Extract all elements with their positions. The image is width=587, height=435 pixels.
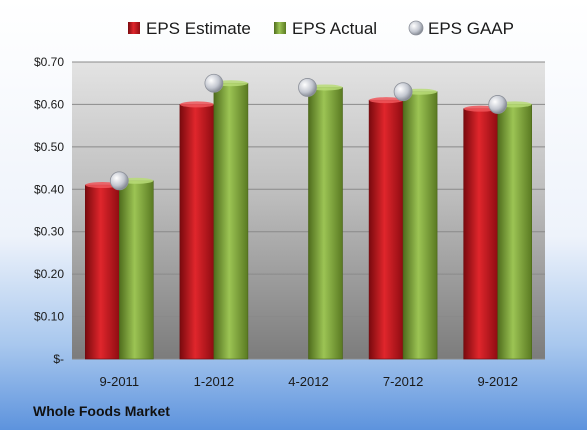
bar-eps-actual-9-2012 [497,104,533,360]
y-tick-label: $0.60 [34,97,64,111]
bar-eps-estimate-9-2011 [85,184,120,360]
x-tick-label: 1-2012 [194,374,234,389]
legend-item-eps-gaap: EPS GAAP [408,19,514,38]
bar-top-eps-estimate-1-2012 [179,101,214,108]
bar-eps-actual-1-2012 [213,82,249,360]
y-tick-label: $0.50 [34,140,64,154]
company-label: Whole Foods Market [33,403,170,419]
x-tick-label: 7-2012 [383,374,423,389]
x-tick-label: 9-2012 [477,374,517,389]
bar-eps-estimate-1-2012 [179,104,215,360]
y-tick-label: $0.30 [34,225,64,239]
legend-swatch-eps-gaap [408,20,424,36]
legend-label-eps-gaap: EPS GAAP [428,19,514,38]
legend-item-eps-actual: EPS Actual [274,19,377,38]
legend-label-eps-actual: EPS Actual [292,19,377,38]
marker-eps-gaap-9-2012 [488,95,508,114]
bar-eps-actual-9-2011 [119,180,154,360]
legend-label-eps-estimate: EPS Estimate [146,19,251,38]
gaap-markers [109,73,508,191]
bar-eps-estimate-7-2012 [368,99,404,360]
bar-eps-actual-7-2012 [402,91,438,360]
marker-eps-gaap-1-2012 [204,73,224,93]
y-tick-label: $0.20 [34,267,64,281]
y-tick-label: $- [53,352,64,366]
y-axis-tick-labels: $- $0.10 $0.20 $0.30 $0.40 $0.50 $0.60 $0.70 [34,55,64,366]
x-axis-tick-labels: 9-2011 1-2012 4-2012 7-2012 9-2012 [100,374,518,389]
y-tick-label: $0.70 [34,55,64,69]
legend-swatch-eps-estimate [128,22,140,34]
marker-eps-gaap-9-2011 [109,171,129,191]
marker-eps-gaap-4-2012 [298,78,317,97]
legend-swatch-eps-actual [274,22,286,34]
bar-top-eps-actual-4-2012 [308,84,343,91]
bar-top-eps-estimate-7-2012 [369,97,404,104]
bar-eps-actual-4-2012 [308,87,343,360]
legend-item-eps-estimate: EPS Estimate [128,19,251,38]
y-tick-label: $0.10 [34,310,64,324]
legend: EPS Estimate EPS Actual EPS GAAP [128,19,514,38]
x-tick-label: 4-2012 [288,374,328,389]
bar-eps-estimate-9-2012 [463,108,499,360]
x-tick-label: 9-2011 [100,374,140,389]
marker-eps-gaap-7-2012 [393,82,413,102]
y-tick-label: $0.40 [34,182,64,196]
bars [85,80,533,360]
